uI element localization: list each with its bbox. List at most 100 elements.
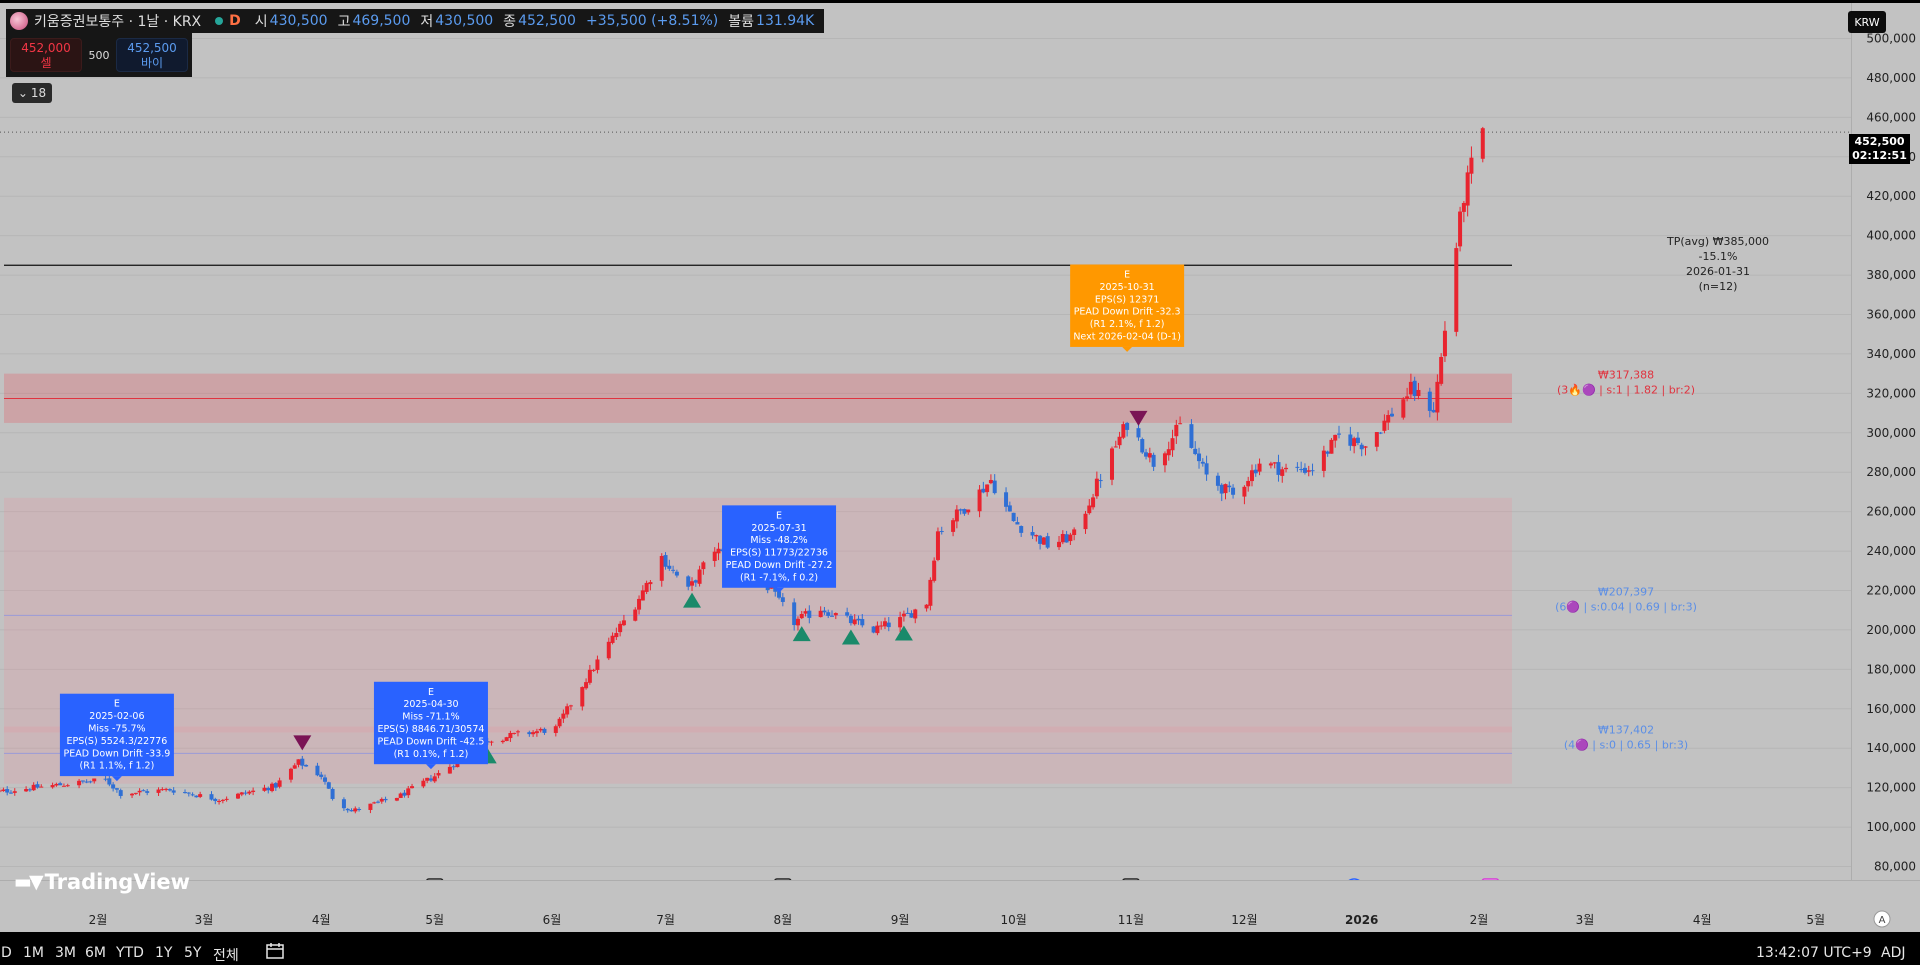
price-tick-label: 220,000 bbox=[1866, 584, 1916, 598]
price-tick-label: 100,000 bbox=[1866, 820, 1916, 834]
candle bbox=[1465, 165, 1470, 217]
candle-body bbox=[489, 741, 494, 743]
candle bbox=[1242, 485, 1247, 505]
buy-button[interactable]: 452,500 바이 bbox=[116, 38, 188, 72]
zone-band[interactable] bbox=[4, 726, 1512, 733]
candle bbox=[1272, 462, 1277, 469]
candle bbox=[292, 763, 297, 769]
sell-button[interactable]: 452,000 셀 bbox=[10, 38, 82, 72]
time-axis[interactable]: 2월 3월 4월 5월 6월 7월 8월 9월 10월 11월 12월 2026 2월 3월 4월 5월 A bbox=[0, 880, 1920, 932]
open-label: 시 bbox=[254, 14, 268, 30]
candle bbox=[1193, 441, 1198, 456]
candle-body bbox=[118, 790, 123, 796]
price-tick-label: 320,000 bbox=[1866, 386, 1916, 400]
currency-button[interactable]: KRW bbox=[1848, 11, 1886, 33]
candle-body bbox=[137, 790, 142, 793]
candle-body bbox=[1435, 381, 1440, 413]
time-tick-label: 4월 bbox=[312, 913, 331, 927]
symbol-title[interactable]: 키움증권보통주 · 1날 · KRX bbox=[34, 14, 202, 30]
candle-body bbox=[421, 780, 426, 787]
candle bbox=[932, 557, 937, 583]
candle-body bbox=[875, 625, 880, 634]
price-tick-label: 400,000 bbox=[1866, 229, 1916, 243]
candle-body bbox=[130, 793, 135, 796]
timeframe-button[interactable]: 6M bbox=[85, 945, 106, 961]
price-tick-label: 460,000 bbox=[1866, 110, 1916, 124]
symbol-legend[interactable]: 키움증권보통주 · 1날 · KRX D 시 430,500 고 469,500… bbox=[6, 9, 825, 33]
price-chart[interactable]: ₩317,388 (3🔥🟣 | s:1 | 1.82 | br:2) ₩207,39… bbox=[0, 3, 1851, 898]
time-axis-labels: 2월 3월 4월 5월 6월 7월 8월 9월 10월 11월 12월 2026 2월 3월 4월 5월 A bbox=[89, 910, 1891, 928]
candle-body bbox=[394, 797, 399, 801]
candle-body bbox=[1276, 462, 1281, 475]
candle bbox=[886, 617, 891, 632]
price-tick-label: 360,000 bbox=[1866, 308, 1916, 322]
earnings-box-text: (R1 1.1%, f 1.2) bbox=[80, 761, 155, 772]
candle bbox=[928, 577, 933, 611]
timeframe-button[interactable]: 1M bbox=[23, 945, 44, 961]
candle bbox=[856, 615, 861, 625]
candle bbox=[701, 560, 706, 575]
candle bbox=[58, 781, 63, 786]
candle bbox=[531, 730, 536, 737]
candle bbox=[65, 783, 70, 787]
candle-body bbox=[1072, 529, 1077, 536]
timeframe-button[interactable]: 3M bbox=[55, 945, 76, 961]
candle-body bbox=[1412, 380, 1417, 397]
adj-toggle[interactable]: ADJ bbox=[1881, 945, 1906, 961]
timeframe-button[interactable]: D bbox=[1, 945, 12, 961]
time-tick-label: 2월 bbox=[89, 913, 108, 927]
clock-display[interactable]: 13:42:07 UTC+9 bbox=[1756, 945, 1872, 961]
candle-body bbox=[341, 799, 346, 809]
candle-body bbox=[932, 560, 937, 581]
candle bbox=[659, 553, 664, 587]
candle-body bbox=[1041, 537, 1046, 545]
plot-area[interactable]: ₩317,388 (3🔥🟣 | s:1 | 1.82 | br:2) ₩207,39… bbox=[0, 3, 1851, 898]
candle bbox=[1227, 481, 1232, 493]
price-tick-label: 240,000 bbox=[1866, 544, 1916, 558]
candle-body bbox=[213, 798, 218, 802]
timeframe-button[interactable]: 5Y bbox=[184, 945, 202, 961]
timeframe-button[interactable]: 1Y bbox=[155, 945, 173, 961]
candle-body bbox=[1083, 513, 1088, 530]
candle bbox=[1435, 374, 1440, 421]
candle-body bbox=[111, 784, 116, 789]
earnings-box-text: Miss -75.7% bbox=[88, 724, 145, 735]
price-tick-label: 200,000 bbox=[1866, 623, 1916, 637]
time-tick-label: 8월 bbox=[773, 913, 792, 927]
candle-body bbox=[879, 625, 884, 627]
candle bbox=[633, 607, 638, 622]
candle-body bbox=[1249, 470, 1254, 482]
timeframe-button[interactable]: 전체 bbox=[213, 948, 239, 964]
candle-body bbox=[898, 617, 903, 628]
candle bbox=[690, 577, 695, 591]
candle bbox=[1302, 463, 1307, 475]
candle-body bbox=[432, 776, 437, 782]
candle bbox=[580, 686, 585, 711]
timeframe-button[interactable]: YTD bbox=[116, 945, 144, 961]
candle bbox=[1, 787, 6, 792]
candle-body bbox=[951, 520, 956, 532]
candle-body bbox=[428, 778, 433, 781]
indicators-collapse-button[interactable]: ⌄ 18 bbox=[12, 83, 52, 103]
candle-body bbox=[1064, 534, 1069, 543]
candle-body bbox=[398, 793, 403, 798]
candle bbox=[1034, 534, 1039, 542]
candle-body bbox=[716, 548, 721, 554]
tradingview-watermark[interactable]: ▬▼ TradingView bbox=[14, 870, 190, 894]
calendar-icon[interactable] bbox=[266, 942, 286, 960]
candle-body bbox=[852, 619, 857, 625]
candle-body bbox=[561, 713, 566, 719]
auto-scale-button[interactable] bbox=[1873, 910, 1891, 928]
candle bbox=[822, 606, 827, 615]
earnings-box-bg bbox=[373, 681, 488, 765]
candle-body bbox=[194, 795, 199, 798]
candle-body bbox=[935, 531, 940, 560]
candle-body bbox=[353, 808, 358, 812]
candle bbox=[383, 796, 388, 803]
candle bbox=[1219, 483, 1224, 502]
candle-body bbox=[1469, 157, 1474, 174]
